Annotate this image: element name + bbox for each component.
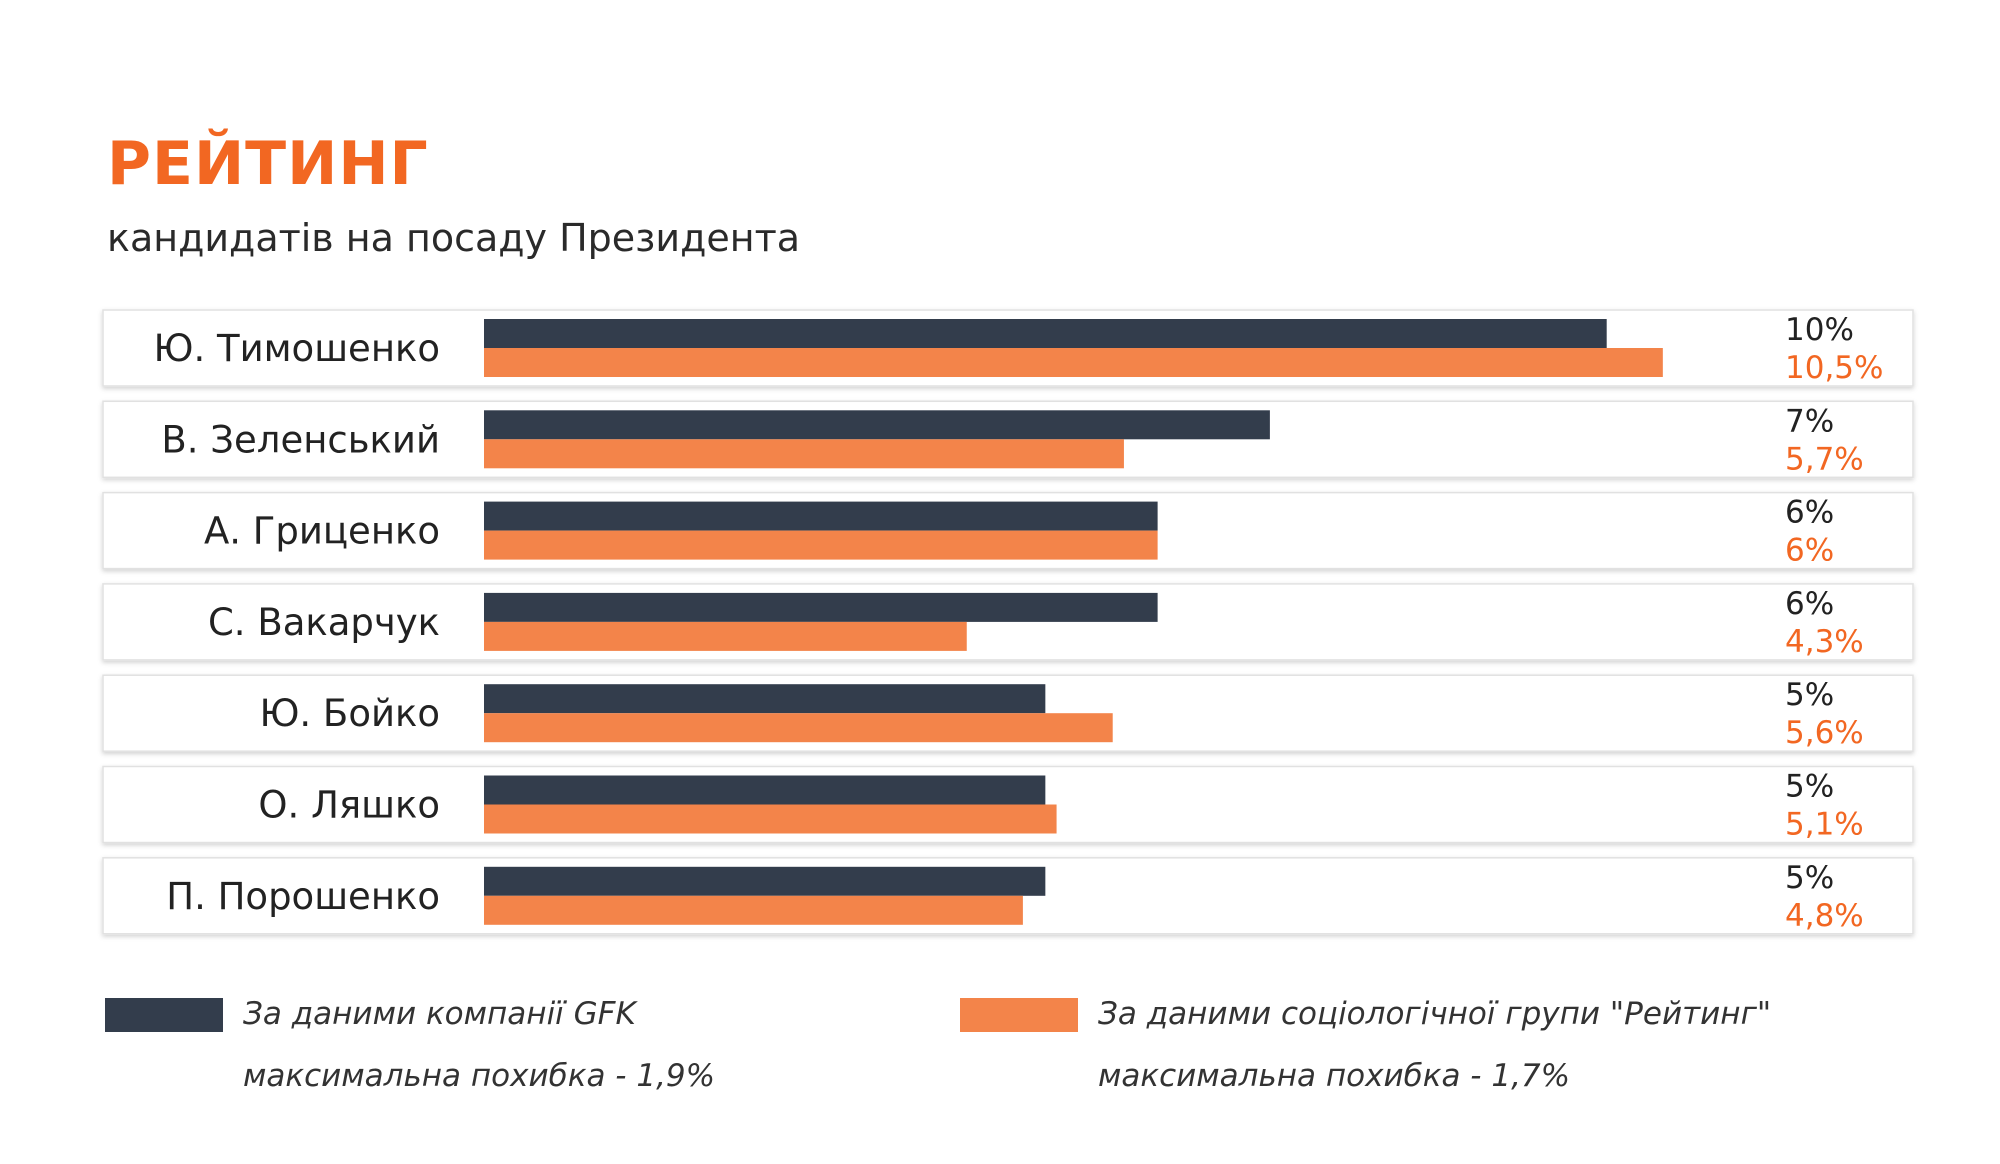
legend-error-rating: максимальна похибка - 1,7% bbox=[1098, 1058, 1571, 1094]
category-label: Ю. Тимошенко bbox=[154, 327, 440, 370]
bar-rating bbox=[484, 530, 1158, 560]
chart-row: С. Вакарчук 6%4,3% bbox=[102, 583, 1914, 661]
chart-row: Ю. Бойко 5%5,6% bbox=[102, 674, 1914, 752]
bar-gfk bbox=[484, 319, 1607, 348]
value-label-gfk: 5% bbox=[1785, 677, 1834, 713]
value-label-gfk: 5% bbox=[1785, 860, 1834, 896]
bar-gfk bbox=[484, 592, 1158, 622]
value-label-rating: 4,8% bbox=[1785, 898, 1864, 934]
category-label: С. Вакарчук bbox=[208, 601, 440, 644]
legend-swatch-gfk bbox=[105, 998, 223, 1032]
value-label-rating: 4,3% bbox=[1785, 624, 1864, 660]
legend-swatch-rating bbox=[960, 998, 1078, 1032]
chart-row: П. Порошенко 5%4,8% bbox=[102, 857, 1914, 935]
bar-gfk bbox=[484, 684, 1046, 714]
bar-rating bbox=[484, 348, 1663, 377]
bar-rating bbox=[484, 895, 1023, 925]
legend-label-gfk: За даними компанії GFK bbox=[243, 996, 636, 1032]
bar-gfk bbox=[484, 775, 1046, 805]
legend-text-rating: За даними соціологічної групи "Рейтинг" … bbox=[1098, 983, 1771, 1107]
category-label: П. Порошенко bbox=[166, 875, 440, 918]
chart-row: Ю. Тимошенко 10%10,5% bbox=[102, 309, 1914, 387]
value-label-gfk: 10% bbox=[1785, 312, 1854, 348]
category-label: О. Ляшко bbox=[258, 784, 440, 827]
value-label-rating: 5,7% bbox=[1785, 441, 1864, 477]
category-label: Ю. Бойко bbox=[259, 692, 440, 735]
value-label-gfk: 7% bbox=[1785, 403, 1834, 439]
bar-gfk bbox=[484, 501, 1158, 531]
chart-row: А. Гриценко 6%6% bbox=[102, 491, 1914, 570]
bar-gfk bbox=[484, 410, 1270, 440]
chart-subtitle: кандидатів на посаду Президента bbox=[107, 216, 800, 260]
value-label-gfk: 6% bbox=[1785, 586, 1834, 622]
legend-error-gfk: максимальна похибка - 1,9% bbox=[243, 1058, 716, 1094]
value-label-gfk: 5% bbox=[1785, 769, 1834, 805]
category-label: В. Зеленський bbox=[161, 418, 440, 461]
category-label: А. Гриценко bbox=[204, 510, 440, 553]
value-label-rating: 10,5% bbox=[1785, 350, 1883, 386]
value-label-gfk: 6% bbox=[1785, 495, 1834, 531]
legend-text-gfk: За даними компанії GFK максимальна похиб… bbox=[243, 983, 715, 1107]
chart-row: О. Ляшко 5%5,1% bbox=[102, 765, 1914, 844]
value-label-rating: 5,1% bbox=[1785, 807, 1864, 843]
legend-label-rating: За даними соціологічної групи "Рейтинг" bbox=[1098, 996, 1772, 1032]
chart-title: РЕЙТИНГ bbox=[107, 129, 429, 199]
bar-gfk bbox=[484, 866, 1046, 896]
chart-row: В. Зеленський 7%5,7% bbox=[102, 400, 1914, 479]
bar-rating bbox=[484, 621, 967, 651]
bar-chart: Ю. Тимошенко 10%10,5% В. Зеленський 7%5,7% А… bbox=[102, 309, 1914, 935]
bar-rating bbox=[484, 804, 1057, 834]
value-label-rating: 5,6% bbox=[1785, 715, 1864, 751]
bar-rating bbox=[484, 713, 1113, 743]
bar-rating bbox=[484, 439, 1124, 469]
value-label-rating: 6% bbox=[1785, 533, 1834, 569]
